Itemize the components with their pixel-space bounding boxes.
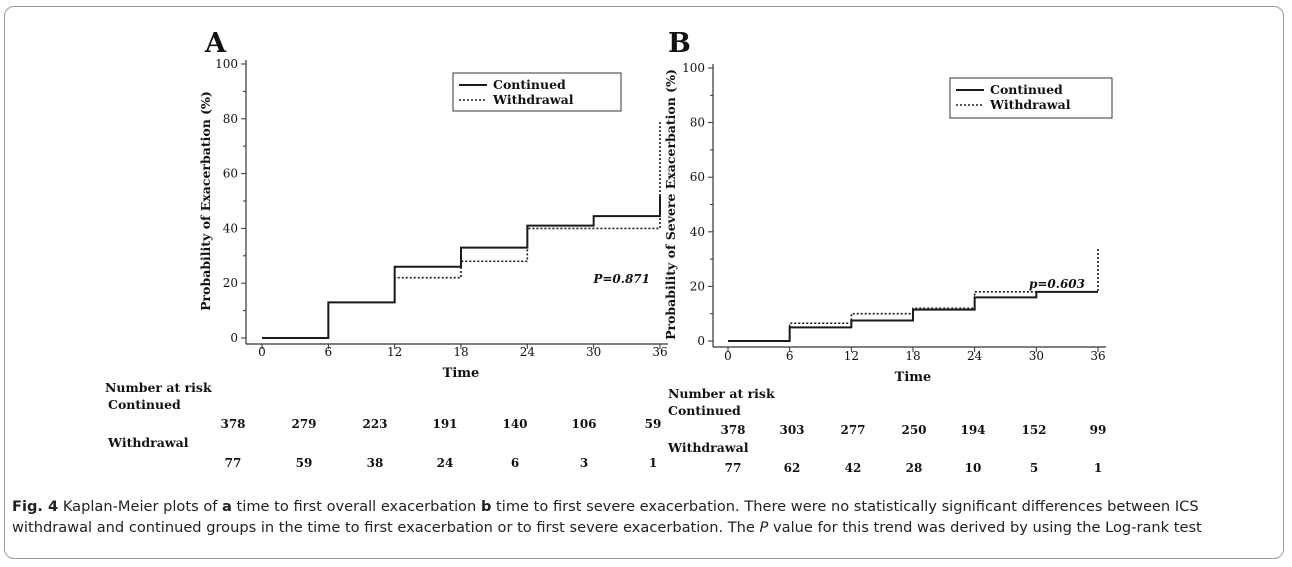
- risk-value: 378: [720, 423, 745, 437]
- y-axis-label: Probability of Severe Exacerbation (%): [663, 69, 678, 340]
- risk-value: 194: [960, 423, 985, 437]
- risk-table-title: Number at risk: [105, 380, 212, 395]
- caption-a-label: a: [222, 498, 232, 515]
- x-tick-label: 24: [967, 349, 983, 363]
- risk-value: 378: [220, 417, 245, 431]
- series-line-continued: [262, 195, 661, 339]
- series-line-continued: [728, 290, 1098, 342]
- x-tick-label: 0: [724, 349, 732, 363]
- caption-p-label: P: [759, 519, 769, 536]
- risk-value: 1: [1094, 461, 1102, 475]
- p-value-annotation: p=0.603: [1029, 277, 1085, 291]
- series-line-withdrawal: [728, 248, 1099, 342]
- risk-value: 28: [906, 461, 923, 475]
- x-axis-label: Time: [895, 370, 932, 385]
- y-tick-label: 60: [223, 167, 238, 181]
- figure-caption: Fig. 4 Kaplan-Meier plots of a time to f…: [12, 496, 1274, 538]
- panel-b: B 0 20 40 60 80 100 0 6 12 18 24 30 36 Time Probability…: [663, 28, 1113, 475]
- series-line-withdrawal: [262, 121, 661, 339]
- x-tick-label: 18: [905, 349, 920, 363]
- y-tick-label: 20: [690, 279, 705, 293]
- risk-table: Number at risk Continued 378 279 223 191 140 10…: [105, 380, 661, 470]
- y-tick-label: 80: [690, 116, 705, 130]
- risk-value: 223: [362, 417, 387, 431]
- risk-value: 191: [432, 417, 457, 431]
- risk-value: 106: [571, 417, 596, 431]
- risk-value: 303: [779, 423, 804, 437]
- p-value-annotation: P=0.871: [592, 272, 650, 286]
- panel-label: A: [204, 28, 227, 59]
- caption-part4: value for this trend was derived by usin…: [768, 519, 1202, 536]
- y-tick-label: 40: [223, 221, 238, 235]
- risk-group-withdrawal: Withdrawal: [667, 440, 749, 455]
- risk-value: 62: [784, 461, 801, 475]
- risk-value: 10: [965, 461, 982, 475]
- legend-label-withdrawal: Withdrawal: [989, 97, 1071, 112]
- y-tick-label: 40: [690, 225, 705, 239]
- figure-frame: [4, 6, 1284, 559]
- risk-value: 3: [580, 456, 588, 470]
- risk-value: 5: [1030, 461, 1038, 475]
- risk-value: 59: [296, 456, 313, 470]
- legend-label-continued: Continued: [990, 82, 1063, 97]
- x-tick-label: 36: [652, 345, 667, 359]
- y-tick-label: 100: [215, 57, 238, 71]
- x-tick-label: 24: [520, 345, 536, 359]
- y-axis-label: Probability of Exacerbation (%): [198, 91, 213, 311]
- risk-value: 42: [845, 461, 862, 475]
- x-tick-label: 0: [258, 345, 266, 359]
- x-tick-label: 30: [586, 345, 601, 359]
- risk-value: 1: [649, 456, 657, 470]
- risk-value: 6: [511, 456, 519, 470]
- y-tick-label: 20: [223, 276, 238, 290]
- legend-box: [949, 77, 1113, 119]
- risk-group-continued: Continued: [668, 403, 741, 418]
- legend-box: [452, 72, 622, 112]
- risk-group-withdrawal: Withdrawal: [107, 435, 189, 450]
- risk-table-title: Number at risk: [668, 386, 775, 401]
- x-tick-label: 36: [1090, 349, 1105, 363]
- x-tick-label: 12: [387, 345, 402, 359]
- risk-value: 279: [291, 417, 316, 431]
- risk-value: 38: [367, 456, 384, 470]
- x-axis-label: Time: [443, 366, 480, 381]
- y-tick-label: 60: [690, 170, 705, 184]
- risk-value: 59: [645, 417, 662, 431]
- y-tick-label: 80: [223, 112, 238, 126]
- risk-value: 77: [225, 456, 242, 470]
- caption-b-label: b: [480, 498, 492, 515]
- caption-part1: Kaplan-Meier plots of: [58, 498, 223, 515]
- y-tick-label: 0: [230, 331, 238, 345]
- risk-value: 24: [437, 456, 454, 470]
- risk-value: 140: [502, 417, 527, 431]
- legend-label-continued: Continued: [493, 77, 566, 92]
- x-tick-label: 6: [786, 349, 794, 363]
- y-tick-label: 100: [682, 61, 705, 75]
- x-tick-label: 30: [1029, 349, 1044, 363]
- y-tick-label: 0: [697, 334, 705, 348]
- risk-value: 152: [1021, 423, 1046, 437]
- risk-value: 250: [901, 423, 926, 437]
- x-tick-label: 18: [453, 345, 468, 359]
- x-tick-label: 6: [325, 345, 333, 359]
- caption-fig-label: Fig. 4: [12, 498, 59, 515]
- caption-part3: time to first severe exacerbation. There…: [12, 498, 1199, 536]
- risk-value: 77: [725, 461, 742, 475]
- risk-group-continued: Continued: [108, 397, 181, 412]
- legend-label-withdrawal: Withdrawal: [492, 92, 574, 107]
- caption-part2: time to first overall exacerbation: [231, 498, 481, 515]
- panel-label: B: [668, 28, 691, 59]
- x-tick-label: 12: [844, 349, 859, 363]
- risk-value: 99: [1090, 423, 1107, 437]
- risk-value: 277: [840, 423, 865, 437]
